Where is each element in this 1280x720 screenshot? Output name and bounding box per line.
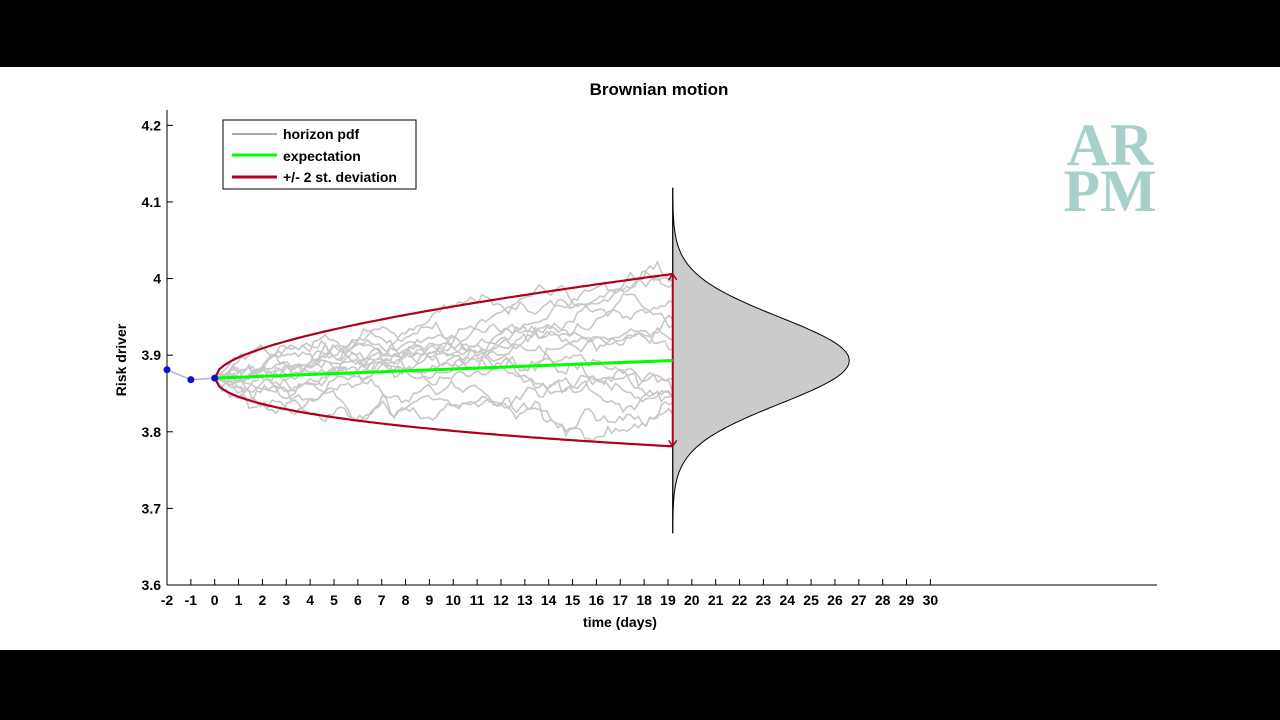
x-tick-label: 23 bbox=[756, 592, 772, 608]
upper-std-band bbox=[213, 272, 673, 379]
y-tick-label: 3.7 bbox=[142, 500, 162, 516]
y-tick-label: 4 bbox=[153, 271, 161, 287]
std-bands bbox=[213, 272, 678, 448]
x-tick-label: 4 bbox=[306, 592, 314, 608]
y-tick-label: 4.2 bbox=[142, 117, 162, 133]
x-tick-label: 21 bbox=[708, 592, 724, 608]
x-tick-label: 14 bbox=[541, 592, 557, 608]
x-tick-label: 25 bbox=[803, 592, 819, 608]
y-axis-label: Risk driver bbox=[113, 323, 129, 396]
x-tick-label: 24 bbox=[779, 592, 795, 608]
x-tick-label: 10 bbox=[445, 592, 461, 608]
x-tick-label: 5 bbox=[330, 592, 338, 608]
simulated-path bbox=[214, 317, 674, 381]
arrow-head-bottom bbox=[668, 439, 678, 448]
x-tick-label: 12 bbox=[493, 592, 509, 608]
arrow-head-top bbox=[668, 272, 678, 281]
x-tick-label: 20 bbox=[684, 592, 700, 608]
legend-label-pdf: horizon pdf bbox=[283, 126, 360, 142]
history-point bbox=[187, 376, 195, 384]
y-tick-label: 4.1 bbox=[142, 194, 162, 210]
x-tick-label: 27 bbox=[851, 592, 867, 608]
x-tick-label: 22 bbox=[732, 592, 748, 608]
simulated-paths bbox=[214, 259, 674, 442]
x-tick-label: -2 bbox=[161, 592, 174, 608]
x-tick-label: 15 bbox=[565, 592, 581, 608]
y-tick-label: 3.8 bbox=[142, 424, 162, 440]
brownian-motion-chart: Brownian motion -2 -1 0 1 2 3 4 5 6 7 8 9 10 11 12 13 14… bbox=[113, 80, 1157, 630]
simulated-path bbox=[214, 270, 674, 379]
axis-ticks: -2 -1 0 1 2 3 4 5 6 7 8 9 10 11 12 13 14 15 16 17 18 19 20 21 22… bbox=[142, 117, 939, 608]
x-tick-label: 11 bbox=[470, 592, 485, 608]
arpm-logo: AR PM bbox=[1063, 112, 1156, 224]
x-tick-label: 7 bbox=[378, 592, 386, 608]
simulated-path bbox=[214, 365, 674, 414]
expectation-line bbox=[214, 359, 673, 380]
x-tick-label: 26 bbox=[827, 592, 843, 608]
x-tick-label: 0 bbox=[211, 592, 219, 608]
chart-area: Brownian motion -2 -1 0 1 2 3 4 5 6 7 8 9 10 11 12 13 14… bbox=[0, 67, 1280, 650]
x-tick-label: 3 bbox=[282, 592, 290, 608]
x-tick-label: 2 bbox=[259, 592, 267, 608]
chart-title: Brownian motion bbox=[590, 80, 729, 99]
x-tick-label: 9 bbox=[426, 592, 434, 608]
simulated-path bbox=[214, 283, 673, 379]
x-tick-label: 19 bbox=[660, 592, 676, 608]
x-tick-label: 18 bbox=[636, 592, 652, 608]
x-tick-label: -1 bbox=[185, 592, 198, 608]
x-tick-label: 1 bbox=[235, 592, 243, 608]
x-tick-label: 6 bbox=[354, 592, 362, 608]
lower-std-band bbox=[213, 377, 673, 448]
x-tick-label: 30 bbox=[923, 592, 939, 608]
history-point bbox=[211, 374, 219, 382]
simulated-path bbox=[214, 372, 673, 442]
simulated-path bbox=[214, 276, 673, 416]
x-tick-label: 8 bbox=[402, 592, 410, 608]
legend-label-expectation: expectation bbox=[283, 148, 361, 164]
horizon-pdf bbox=[672, 187, 850, 534]
x-tick-label: 13 bbox=[517, 592, 533, 608]
y-tick-label: 3.6 bbox=[142, 577, 162, 593]
y-tick-label: 3.9 bbox=[142, 347, 162, 363]
horizon-pdf-curve bbox=[672, 187, 850, 534]
x-axis-label: time (days) bbox=[583, 614, 657, 630]
history-points bbox=[163, 366, 219, 384]
legend-label-std: +/- 2 st. deviation bbox=[283, 169, 397, 185]
logo-line-2: PM bbox=[1063, 158, 1156, 224]
x-tick-label: 16 bbox=[589, 592, 605, 608]
expectation-line-group bbox=[214, 359, 673, 380]
axes bbox=[166, 110, 1157, 586]
simulated-path bbox=[214, 336, 674, 404]
x-tick-label: 28 bbox=[875, 592, 891, 608]
simulated-path bbox=[214, 377, 674, 438]
x-tick-label: 29 bbox=[899, 592, 915, 608]
logo-line-1: AR bbox=[1067, 112, 1154, 178]
legend: horizon pdf expectation +/- 2 st. deviat… bbox=[222, 119, 417, 190]
simulated-path bbox=[214, 259, 674, 390]
history-point bbox=[163, 366, 171, 374]
x-tick-label: 17 bbox=[612, 592, 628, 608]
